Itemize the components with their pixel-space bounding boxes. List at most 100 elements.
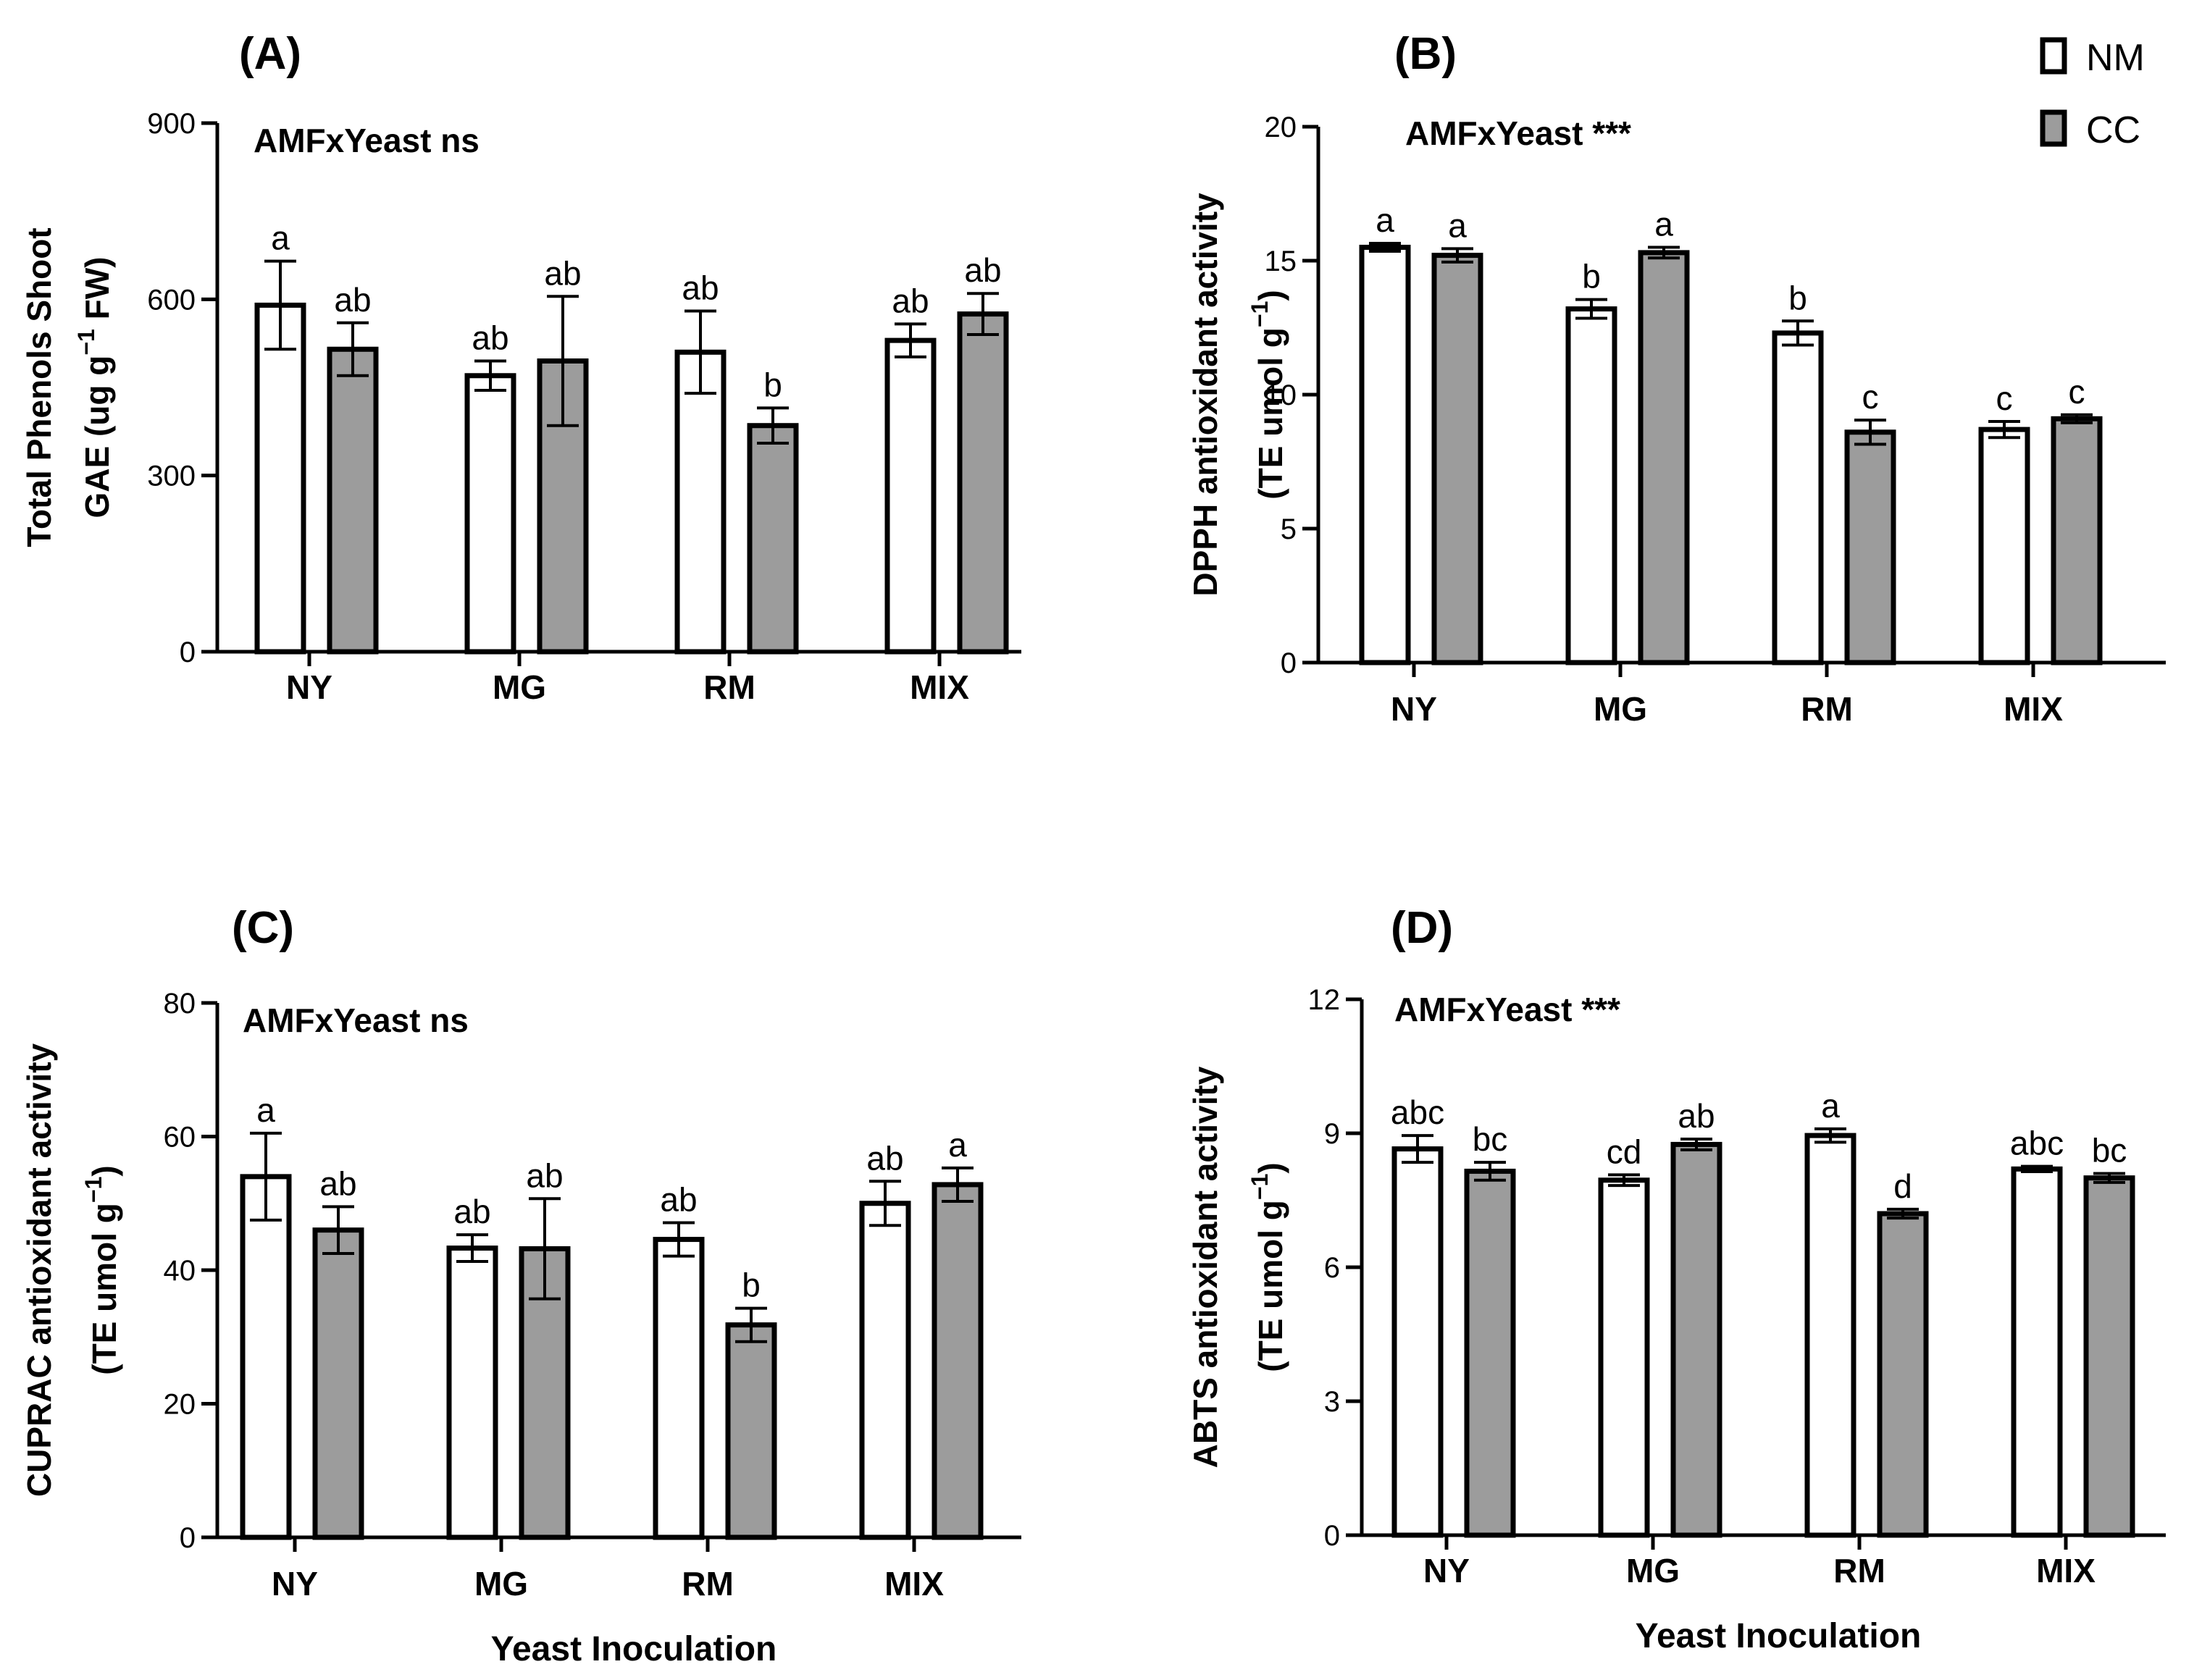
significance-letter: a [1448,206,1467,244]
y-axis-label: DPPH antioxidant activity [1186,193,1224,597]
panel-b: (B) AMFxYeast *** 0 5 10 15 20 DPPH antioxidant… [1186,29,2166,728]
bar [1775,333,1821,663]
category-label: NY [1423,1552,1470,1589]
bar [1568,309,1615,663]
category-label: MIX [2004,690,2063,728]
y-tick-label: 0 [180,637,196,668]
significance-letter: b [1582,258,1601,295]
significance-letter: ab [682,269,719,307]
significance-letter: a [948,1126,967,1164]
significance-letter: ab [334,281,371,319]
significance-letter: a [1654,206,1673,243]
legend-label-nm: NM [2086,37,2145,79]
y-axis-label-units: GAE (ug g−1 FW) [73,257,116,518]
y-tick-label: 0 [180,1522,196,1554]
y-units-superscript: −1 [73,329,99,355]
category-label: MG [474,1565,528,1603]
y-axis-label-units: (TE umol g−1) [1247,1162,1289,1372]
significance-letter: ab [319,1164,356,1202]
legend-swatch-nm [2043,40,2064,72]
significance-letter: b [763,366,782,403]
bar [677,352,724,652]
annotation: AMFxYeast *** [1394,991,1620,1028]
significance-letter: c [1862,378,1879,416]
bar [315,1230,361,1537]
figure: NMCC (A)AMFxYeast ns0300600900Total Phen… [0,0,2202,1680]
y-units-tail: ) [1252,1162,1289,1173]
significance-letter: a [1821,1087,1840,1125]
significance-letter: ab [892,282,929,319]
bar [1847,432,1893,663]
bar [1467,1171,1513,1535]
bar [449,1248,495,1537]
bar [2054,419,2100,663]
bar [1641,253,1687,663]
bar [1434,256,1481,663]
y-units-main: (TE umol g [85,1203,123,1375]
bar [750,426,796,652]
y-tick-label: 20 [1265,112,1297,143]
bar [934,1185,981,1537]
y-units-superscript: −1 [80,1177,106,1203]
legend: NM CC [2043,37,2145,151]
y-tick-label: 900 [147,108,196,140]
annotation: AMFxYeast ns [254,122,480,159]
bar [2014,1169,2060,1535]
bar [887,340,934,652]
y-units-tail: ) [1252,290,1289,301]
y-tick-label: 40 [164,1255,196,1287]
panel-a: (A) AMFxYeast ns 0 300 600 900 Total Phenols S… [20,29,1021,706]
y-tick-label: 5 [1281,513,1297,545]
panel-c: (C)AMFxYeast ns020406080CUPRAC antioxida… [20,903,1021,1668]
y-tick-label: 300 [147,461,196,492]
category-label: RM [1833,1552,1885,1589]
significance-letter: ab [526,1156,563,1194]
category-label: NY [286,668,332,706]
bar [1880,1214,1926,1535]
category-label: RM [703,668,755,706]
significance-letter: ab [472,319,508,357]
bar [243,1177,289,1537]
y-tick-label: 6 [1324,1252,1340,1284]
significance-letter: bc [1473,1120,1508,1158]
y-axis-label-units: (TE umol g−1) [1247,290,1289,499]
legend-label-cc: CC [2086,109,2140,151]
bar [1981,429,2027,663]
bar [330,349,376,652]
significance-letter: b [742,1267,761,1304]
y-units-superscript: −1 [1247,301,1273,327]
significance-letter: a [256,1091,275,1129]
panel-label: (A) [239,29,301,79]
panel-d: (D)AMFxYeast ***036912ABTS antioxidant a… [1186,903,2166,1655]
significance-letter: ab [660,1181,697,1219]
significance-letter: a [271,219,290,257]
significance-letter: d [1893,1167,1912,1205]
y-tick-label: 0 [1281,647,1297,679]
annotation: AMFxYeast ns [243,1001,469,1039]
panel-label: (B) [1394,29,1457,79]
significance-letter: abc [1391,1093,1444,1131]
significance-letter: ab [453,1193,490,1230]
y-tick-label: 600 [147,284,196,316]
category-label: RM [1801,690,1853,728]
bar [1601,1180,1647,1535]
significance-letter: ab [544,254,581,292]
category-label: NY [272,1565,318,1603]
bar [257,305,303,652]
significance-letter: ab [964,251,1001,289]
significance-letter: abc [2010,1125,2064,1162]
bar [728,1325,774,1537]
bar [862,1204,908,1537]
panel-label: (D) [1391,903,1453,953]
legend-swatch-cc [2043,112,2064,144]
bar [960,314,1006,652]
category-label: MG [493,668,546,706]
bar [1673,1144,1720,1535]
y-tick-label: 20 [164,1389,196,1421]
y-tick-label: 9 [1324,1118,1340,1150]
y-axis-label: Total Phenols Shoot [20,227,58,547]
category-label: MG [1594,690,1647,728]
category-label: MIX [884,1565,944,1603]
y-units-main: (TE umol g [1252,1200,1289,1372]
category-label: RM [682,1565,734,1603]
